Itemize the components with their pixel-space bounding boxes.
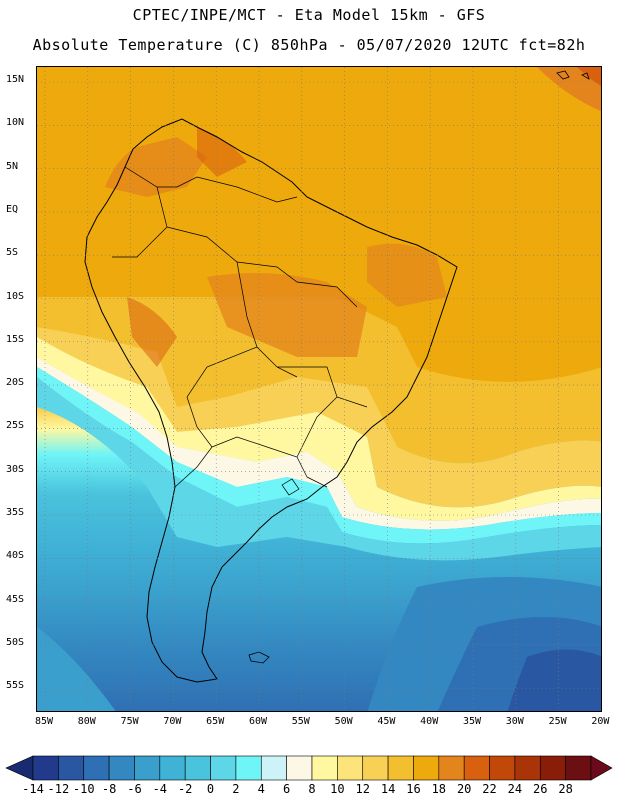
temperature-band-10 (37, 337, 601, 521)
lat-label: 50S (6, 636, 25, 648)
colorbar-tick-label: -6 (127, 782, 142, 796)
lat-label: 30S (6, 463, 25, 475)
colorbar-tick-label: 18 (431, 782, 447, 796)
colorbar-tick-label: 20 (456, 782, 472, 796)
colorbar-tick-label: 0 (206, 782, 215, 796)
colorbar-segment (108, 755, 135, 781)
lon-label: 45W (377, 716, 396, 727)
colorbar-tick-label: 4 (257, 782, 265, 796)
colorbar-tick-label: 10 (330, 782, 345, 796)
colorbar-segment (260, 755, 287, 781)
lon-label: 20W (591, 716, 610, 727)
lat-label: 40S (6, 550, 25, 562)
warm-core-central-brazil (207, 273, 367, 357)
temperature-band-cold-sw (37, 627, 116, 711)
colorbar-segment (235, 755, 262, 781)
lat-label: 15S (6, 333, 25, 345)
lon-label: 30W (505, 716, 524, 727)
lat-label: 35S (6, 507, 25, 518)
lat-label: 5S (6, 247, 19, 259)
lake-outline (281, 478, 300, 496)
temperature-band-4 (37, 367, 601, 544)
warm-core-venezuela (197, 127, 247, 177)
colorbar-tick-label: 14 (380, 782, 396, 796)
colorbar-segment (463, 755, 490, 781)
colorbar-segment (32, 755, 59, 781)
lat-label: 55S (6, 680, 25, 692)
lat-label: 20S (6, 377, 25, 389)
colorbar-segment (210, 755, 237, 781)
lat-label: 10S (6, 290, 25, 302)
colorbar-tick-label: 22 (482, 782, 497, 796)
colorbar-tick-label: -12 (47, 782, 70, 796)
lon-label: 85W (34, 716, 54, 727)
falkland-islands (248, 651, 270, 664)
lon-label: 55W (291, 716, 310, 727)
colorbar-segment (311, 755, 338, 781)
temperature-band-8 (37, 357, 601, 530)
lat-label: 45S (6, 593, 25, 605)
colorbar-tick-label: 12 (355, 782, 370, 796)
temperature-band-14 (37, 327, 601, 508)
colorbar-segment (184, 755, 211, 781)
colorbar-tick-label: 16 (406, 782, 421, 796)
colorbar-segment (539, 755, 566, 781)
colorbar-tick-label: -4 (152, 782, 168, 796)
lon-label: 25W (548, 716, 567, 727)
colorbar-tick-label: -14 (22, 782, 44, 796)
lon-label: 60W (248, 716, 268, 727)
temperature-map (36, 66, 602, 712)
warm-core-northeast-brazil (367, 243, 447, 307)
colorbar-tick-label: 24 (507, 782, 523, 796)
colorbar-segment (159, 755, 186, 781)
caribbean-islands (556, 70, 590, 80)
lon-label: 35W (462, 716, 482, 727)
warm-core-bolivia (127, 297, 177, 367)
colorbar-tick-label: 28 (558, 782, 573, 796)
temperature-band-0 (37, 377, 601, 561)
colorbar-segment (337, 755, 364, 781)
lon-label: 70W (163, 716, 182, 727)
colorbar-segment (83, 755, 110, 781)
lon-label: 50W (334, 716, 353, 727)
colorbar-segment (489, 755, 516, 781)
country-borders (112, 166, 368, 488)
colorbar-segment (286, 755, 313, 781)
temperature-band-16 (37, 297, 601, 464)
colorbar-segment (58, 755, 85, 781)
colorbar-tick-label: -2 (177, 782, 193, 796)
colorbar-tick-label: 6 (283, 782, 291, 796)
colorbar-segment (438, 755, 465, 781)
colorbar-tick-label: 2 (232, 782, 240, 796)
colorbar-tick-label: -8 (101, 782, 117, 796)
colorbar-segment (134, 755, 161, 781)
temperature-band-coldest-se (507, 649, 601, 711)
map-title-line-1: CPTEC/INPE/MCT - Eta Model 15km - GFS (132, 6, 486, 24)
lon-label: 65W (206, 716, 225, 727)
lat-label: 25S (6, 420, 25, 432)
colorbar-segment (387, 755, 414, 781)
colorbar-tick-label: -10 (72, 782, 95, 796)
colorbar-min-arrow (5, 755, 34, 781)
lat-label: 10N (6, 117, 25, 129)
colorbar-tick-label: 26 (533, 782, 548, 796)
lat-label: 5N (6, 160, 19, 172)
lat-label: 15N (6, 74, 25, 85)
temperature-band-hot-ne (537, 67, 601, 112)
colorbar-tick-label: 8 (308, 782, 316, 796)
colorbar (5, 755, 613, 781)
colorbar-segment (362, 755, 389, 781)
lat-label: EQ (6, 203, 19, 215)
colorbar-segment (514, 755, 541, 781)
temperature-band-hot-ne-core (577, 67, 601, 86)
lon-label: 80W (77, 716, 96, 727)
colorbar-segment (565, 755, 592, 781)
lon-label: 40W (420, 716, 439, 727)
lon-label: 75W (120, 716, 139, 727)
colorbar-segment (413, 755, 440, 781)
colorbar-max-arrow (590, 755, 613, 781)
map-title-line-2: Absolute Temperature (C) 850hPa - 05/07/… (32, 36, 586, 54)
